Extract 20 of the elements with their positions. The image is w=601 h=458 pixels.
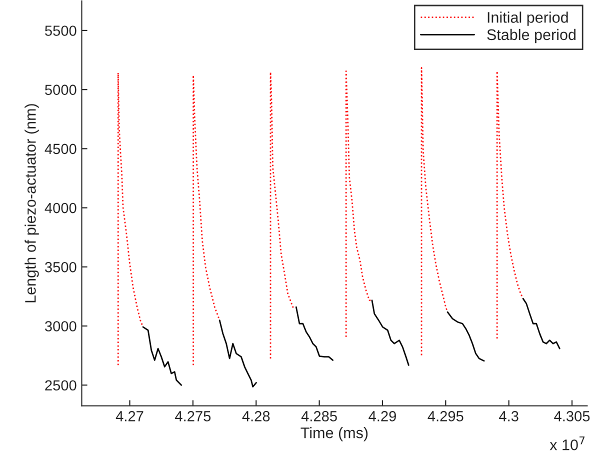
y-tick-label: 2500: [45, 380, 76, 391]
x-tick-label: 4.29: [368, 411, 396, 422]
y-tick-label: 3500: [44, 262, 76, 272]
legend-label: Initial period: [488, 12, 568, 26]
x-tick-label: 4.275: [175, 411, 211, 422]
y-tick-label: 4500: [44, 144, 76, 154]
y-tick-label: 4000: [44, 202, 76, 214]
text: x 10$^{7}$: [550, 436, 585, 450]
x-tick-label: 4.285: [301, 411, 337, 422]
x-tick-label: 4.305: [554, 411, 590, 422]
x-tick-label: 4.28: [242, 411, 270, 422]
x-tick-label: 4.3: [499, 411, 518, 422]
x-tick-label: 4.27: [116, 411, 144, 422]
y-axis-title: Length of piezo-actuator (nm): [24, 104, 39, 302]
legend-label: Stable period: [487, 28, 576, 44]
y-tick-label: 5000: [45, 84, 76, 95]
y-tick-label: 5500: [45, 26, 76, 36]
x-tick-label: 4.295: [428, 411, 464, 422]
y-tick-label: 3000: [44, 321, 76, 332]
x-axis-title: Time (ms): [300, 427, 368, 442]
